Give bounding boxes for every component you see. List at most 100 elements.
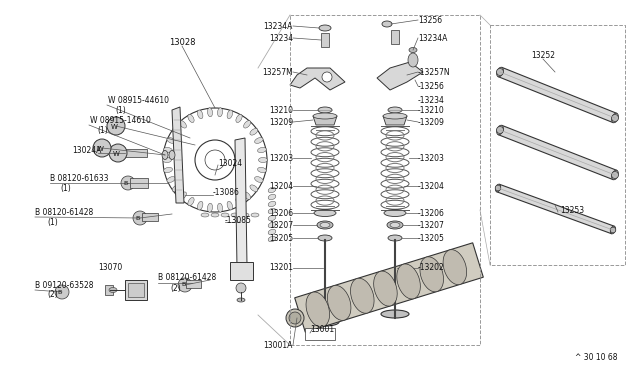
Ellipse shape — [250, 128, 258, 135]
Text: 13256: 13256 — [418, 16, 442, 25]
Ellipse shape — [268, 236, 276, 242]
Text: (1): (1) — [60, 183, 71, 192]
Ellipse shape — [257, 147, 266, 153]
Ellipse shape — [612, 170, 618, 180]
Circle shape — [107, 117, 125, 135]
Text: -13234: -13234 — [418, 96, 445, 105]
Text: 13024A: 13024A — [72, 145, 101, 154]
Ellipse shape — [257, 167, 266, 173]
Ellipse shape — [197, 110, 203, 119]
Text: ^ 30 10 68: ^ 30 10 68 — [575, 353, 618, 362]
Text: B: B — [181, 282, 185, 288]
Ellipse shape — [497, 125, 503, 135]
Ellipse shape — [268, 201, 276, 207]
Ellipse shape — [306, 292, 330, 327]
Bar — [125, 280, 147, 300]
Circle shape — [322, 72, 332, 82]
Text: (2): (2) — [47, 291, 58, 299]
Ellipse shape — [207, 108, 212, 117]
Ellipse shape — [163, 157, 172, 163]
Ellipse shape — [268, 222, 276, 228]
Ellipse shape — [313, 113, 337, 119]
Ellipse shape — [236, 114, 242, 122]
Ellipse shape — [409, 48, 417, 52]
Text: -13210: -13210 — [418, 106, 445, 115]
Ellipse shape — [172, 128, 180, 135]
Circle shape — [178, 278, 192, 292]
Ellipse shape — [374, 271, 397, 306]
Text: -13209: -13209 — [418, 118, 445, 126]
Text: -13207: -13207 — [418, 221, 445, 230]
Text: -13085: -13085 — [225, 215, 252, 224]
Polygon shape — [377, 62, 423, 90]
Ellipse shape — [244, 121, 251, 128]
Ellipse shape — [268, 187, 276, 193]
Text: W 08915-14610: W 08915-14610 — [90, 115, 151, 125]
Ellipse shape — [255, 177, 263, 182]
Text: 13028: 13028 — [169, 38, 195, 46]
Bar — [186, 280, 201, 288]
Ellipse shape — [201, 213, 209, 217]
Bar — [305, 328, 335, 340]
Ellipse shape — [328, 285, 351, 320]
Polygon shape — [290, 68, 345, 90]
Polygon shape — [497, 184, 614, 234]
Polygon shape — [172, 107, 184, 203]
Circle shape — [495, 185, 501, 191]
Bar — [130, 178, 148, 188]
Ellipse shape — [167, 138, 175, 143]
Ellipse shape — [197, 201, 203, 210]
Text: (1): (1) — [115, 106, 125, 115]
Ellipse shape — [319, 25, 331, 31]
Ellipse shape — [164, 167, 173, 173]
Text: 13234A: 13234A — [264, 22, 293, 31]
Ellipse shape — [255, 138, 263, 143]
Text: W: W — [97, 146, 104, 152]
Text: -13205: -13205 — [418, 234, 445, 243]
Text: 13001: 13001 — [310, 326, 334, 334]
Ellipse shape — [268, 194, 276, 200]
Ellipse shape — [244, 192, 251, 199]
Text: -13204: -13204 — [418, 182, 445, 190]
Ellipse shape — [172, 185, 180, 192]
Text: W: W — [113, 151, 120, 157]
Ellipse shape — [314, 209, 336, 217]
Polygon shape — [313, 116, 337, 125]
Ellipse shape — [268, 208, 276, 214]
Ellipse shape — [612, 113, 618, 123]
Text: W: W — [111, 124, 117, 130]
Bar — [125, 149, 147, 157]
Circle shape — [236, 283, 246, 293]
Ellipse shape — [381, 310, 409, 318]
Ellipse shape — [259, 157, 268, 163]
Ellipse shape — [497, 67, 503, 77]
Text: -13202: -13202 — [418, 263, 445, 273]
Ellipse shape — [221, 213, 229, 217]
Text: W 08915-44610: W 08915-44610 — [108, 96, 169, 105]
Ellipse shape — [351, 278, 374, 313]
Text: 13070: 13070 — [98, 263, 122, 273]
Ellipse shape — [320, 222, 330, 228]
Text: 13205: 13205 — [269, 234, 293, 243]
Ellipse shape — [188, 114, 194, 122]
Ellipse shape — [211, 213, 219, 217]
Ellipse shape — [250, 185, 258, 192]
Bar — [128, 283, 144, 297]
Circle shape — [611, 171, 618, 179]
Text: 13210: 13210 — [269, 106, 293, 115]
Ellipse shape — [268, 229, 276, 235]
Ellipse shape — [390, 222, 400, 228]
Ellipse shape — [251, 213, 259, 217]
Text: 13201: 13201 — [269, 263, 293, 273]
Polygon shape — [498, 67, 617, 123]
Text: B: B — [58, 289, 62, 295]
Circle shape — [497, 68, 504, 76]
Text: B: B — [124, 180, 128, 186]
Ellipse shape — [237, 298, 245, 302]
Text: B 09120-63528: B 09120-63528 — [35, 280, 93, 289]
Ellipse shape — [388, 107, 402, 113]
Text: -13257N: -13257N — [418, 67, 451, 77]
Ellipse shape — [268, 215, 276, 221]
Ellipse shape — [311, 318, 339, 326]
Ellipse shape — [382, 21, 392, 27]
